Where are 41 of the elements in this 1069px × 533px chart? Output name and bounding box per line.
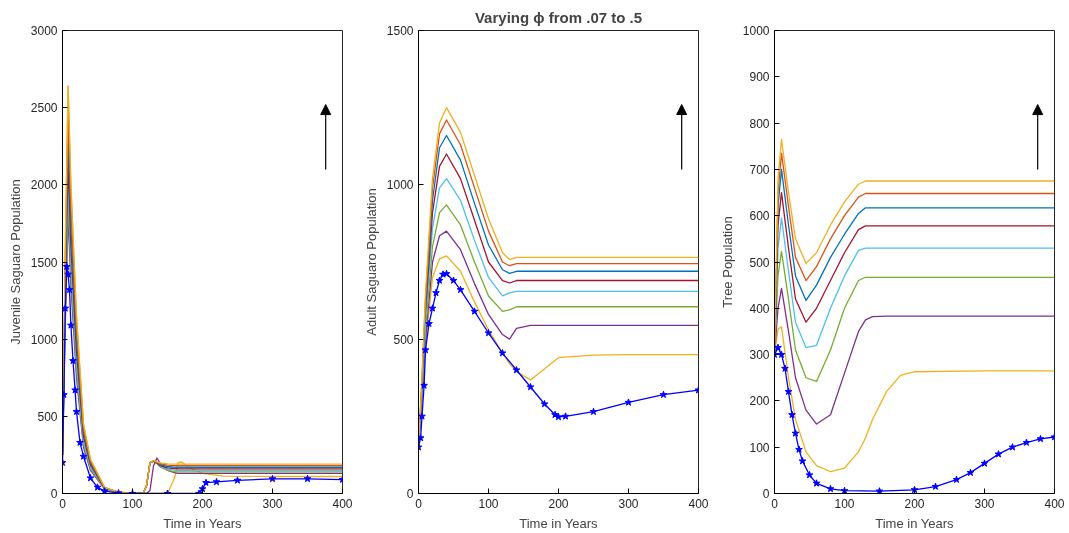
y-tick-label: 800 bbox=[749, 116, 770, 131]
y-tick-label: 1500 bbox=[30, 255, 58, 270]
y-tick-label: 1000 bbox=[386, 178, 414, 193]
x-tick-label: 100 bbox=[834, 496, 855, 511]
y-tick-label: 400 bbox=[749, 301, 770, 316]
x-tick-label: 300 bbox=[974, 496, 995, 511]
x-tick-label: 300 bbox=[618, 496, 639, 511]
y-tick-label: 3000 bbox=[30, 24, 58, 38]
x-tick-label: 200 bbox=[904, 496, 925, 511]
y-axis-title: Adult Saguaro Population bbox=[363, 188, 379, 336]
y-tick-label: 1000 bbox=[30, 332, 58, 347]
y-axis-title: Juvenile Saguaro Population bbox=[7, 179, 23, 345]
y-tick-label: 2500 bbox=[30, 101, 58, 116]
x-axis-title: Time in Years bbox=[163, 515, 243, 531]
y-tick-label: 0 bbox=[762, 487, 770, 501]
x-axis-title: Time in Years bbox=[875, 515, 955, 531]
y-tick-label: 1000 bbox=[742, 24, 770, 38]
y-tick-label: 0 bbox=[406, 487, 414, 501]
x-tick-label: 400 bbox=[1044, 496, 1065, 511]
y-tick-label: 500 bbox=[37, 409, 58, 424]
y-tick-label: 100 bbox=[749, 440, 770, 455]
y-tick-label: 500 bbox=[393, 332, 414, 347]
x-tick-label: 400 bbox=[688, 496, 709, 511]
x-tick-label: 400 bbox=[332, 496, 353, 511]
x-axis-title: Time in Years bbox=[519, 515, 599, 531]
y-tick-label: 0 bbox=[50, 487, 58, 501]
y-axis-title: Tree Population bbox=[719, 216, 735, 308]
x-tick-label: 100 bbox=[478, 496, 499, 511]
y-tick-label: 700 bbox=[749, 162, 770, 177]
x-tick-label: 300 bbox=[262, 496, 283, 511]
y-tick-label: 1500 bbox=[386, 24, 414, 38]
y-tick-label: 200 bbox=[749, 394, 770, 409]
y-tick-label: 900 bbox=[749, 70, 770, 85]
x-tick-label: 200 bbox=[192, 496, 213, 511]
chart-title: Varying ϕ from .07 to .5 bbox=[474, 8, 643, 26]
x-tick-label: 100 bbox=[122, 496, 143, 511]
y-tick-label: 500 bbox=[749, 255, 770, 270]
y-tick-label: 600 bbox=[749, 209, 770, 224]
x-tick-label: 200 bbox=[548, 496, 569, 511]
y-tick-label: 300 bbox=[749, 348, 770, 363]
y-tick-label: 2000 bbox=[30, 178, 58, 193]
